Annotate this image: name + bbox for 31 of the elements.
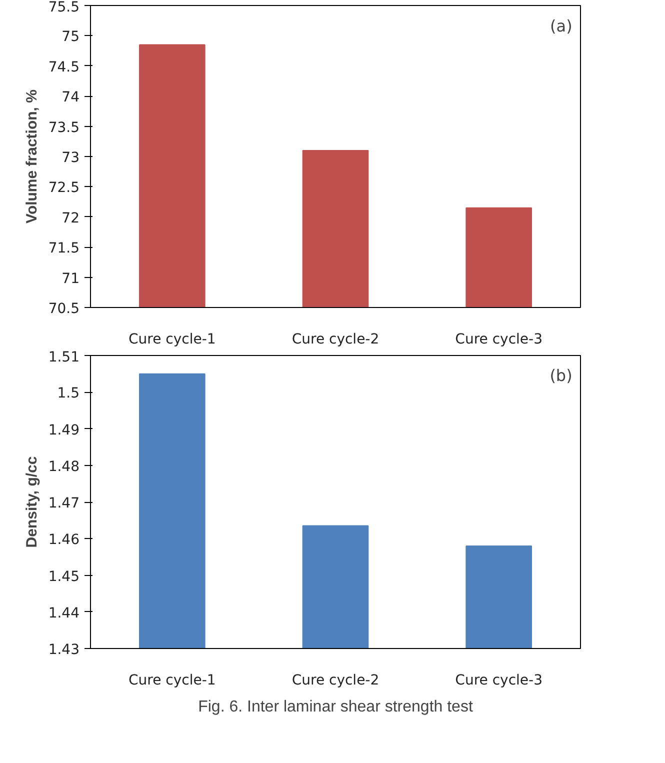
caption: Fig. 6. Inter laminar shear strength test: [198, 698, 474, 716]
y-tick-label: 74.5: [48, 59, 80, 76]
y-tick-label: 1.44: [48, 605, 80, 622]
x-tick-label: Cure cycle-2: [292, 332, 380, 348]
y-tick-label: 73.5: [48, 120, 80, 136]
y-tick-label: 74: [62, 90, 80, 106]
y-tick-label: 71.5: [48, 240, 80, 257]
x-tick-label: Cure cycle-1: [128, 672, 216, 688]
y-tick-label: 72.5: [48, 180, 80, 196]
annotation: (a): [550, 16, 572, 36]
y-tick-label: 72: [62, 210, 80, 226]
y-tick-label: 1.5: [57, 386, 80, 402]
y-axis-title: Density, g/cc: [23, 456, 40, 548]
y-axis-title: Volume fraction, %: [23, 90, 40, 224]
annotation: (b): [550, 366, 572, 385]
x-tick-label: Cure cycle-3: [455, 332, 542, 348]
y-tick-label: 1.46: [48, 532, 80, 548]
y-tick-label: 75: [62, 29, 80, 46]
y-tick-label: 73: [62, 150, 80, 166]
x-tick-label: Cure cycle-1: [128, 332, 216, 348]
x-tick-label: Cure cycle-2: [292, 672, 380, 688]
y-tick-label: 1.45: [48, 568, 80, 585]
y-tick-label: 1.43: [48, 642, 80, 658]
y-tick-label: 1.47: [48, 496, 80, 512]
y-tick-label: 71: [62, 270, 80, 287]
y-tick-label: 1.51: [48, 350, 80, 366]
y-tick-label: 75.5: [48, 0, 80, 16]
x-tick-label: Cure cycle-3: [455, 672, 542, 688]
y-tick-label: 1.49: [48, 422, 80, 438]
y-tick-label: 70.5: [48, 301, 80, 317]
y-tick-label: 1.48: [48, 458, 80, 475]
